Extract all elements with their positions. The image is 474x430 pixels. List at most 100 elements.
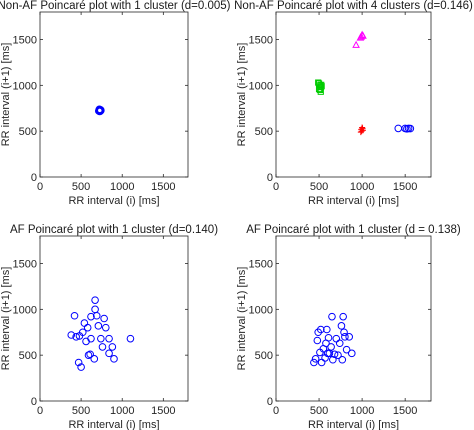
- y-tick-label: 0: [267, 172, 273, 184]
- data-point: [328, 312, 336, 321]
- data-point: [96, 106, 105, 114]
- y-tick-label: 500: [19, 126, 37, 138]
- data-point: [310, 358, 318, 367]
- data-point: [342, 345, 351, 354]
- data-point: [87, 312, 95, 321]
- series-3: [357, 124, 366, 136]
- y-tick-label: 1500: [13, 35, 37, 47]
- data-point: [98, 343, 107, 351]
- plot-area: [275, 11, 432, 178]
- data-point: [108, 343, 117, 351]
- x-tick-label: 0: [273, 181, 279, 193]
- y-tick-label: 500: [255, 350, 273, 362]
- y-tick-label: 1000: [249, 304, 273, 316]
- data-point: [94, 107, 103, 115]
- series-1: [310, 312, 356, 367]
- data-point: [110, 355, 118, 363]
- data-point: [86, 350, 94, 359]
- chart-panel-1: Non-AF Poincaré plot with 1 cluster (d=0…: [0, 0, 231, 207]
- series-1: [315, 79, 325, 95]
- data-point: [92, 311, 101, 320]
- x-tick-label: 0: [37, 405, 43, 417]
- plot-area: [39, 235, 189, 402]
- data-point: [337, 322, 346, 330]
- x-tick-label: 1500: [151, 405, 175, 417]
- data-point: [94, 322, 103, 330]
- data-point: [105, 349, 113, 358]
- y-tick-label: 1500: [249, 35, 273, 47]
- data-point: [100, 314, 108, 323]
- chart-panel-3: AF Poincaré plot with 1 cluster (d=0.140…: [0, 224, 218, 430]
- y-tick-label: 0: [31, 172, 37, 184]
- x-tick-label: 1000: [350, 181, 374, 193]
- series-4: [394, 124, 415, 133]
- plot-area: [275, 235, 432, 402]
- y-axis-label: RR interval (i+1) [ms]: [0, 43, 12, 147]
- data-point: [70, 311, 79, 320]
- x-tick-label: 500: [72, 405, 90, 417]
- data-point: [335, 339, 344, 348]
- chart-title: Non-AF Poincaré plot with 1 cluster (d=0…: [0, 0, 231, 12]
- data-point: [67, 331, 76, 339]
- chart-panel-4: AF Poincaré plot with 1 cluster (d = 0.1…: [236, 224, 461, 430]
- x-axis-label: RR interval (i) [ms]: [68, 419, 159, 430]
- x-tick-label: 1500: [393, 405, 417, 417]
- x-tick-label: 1500: [151, 181, 175, 193]
- x-tick-label: 1000: [350, 405, 374, 417]
- x-tick-label: 0: [37, 181, 43, 193]
- y-tick-label: 0: [267, 396, 273, 408]
- data-point: [340, 328, 348, 337]
- data-point: [339, 312, 347, 321]
- data-point: [358, 128, 365, 135]
- series-1: [94, 105, 105, 116]
- y-tick-label: 1500: [249, 259, 273, 271]
- y-tick-label: 500: [255, 126, 273, 138]
- data-point: [77, 363, 85, 371]
- data-point: [345, 333, 353, 341]
- data-point: [330, 350, 339, 359]
- data-point: [313, 336, 322, 345]
- y-tick-label: 0: [31, 396, 37, 408]
- data-point: [406, 124, 415, 133]
- data-point: [72, 333, 80, 341]
- y-tick-label: 500: [19, 350, 37, 362]
- y-axis-label: RR interval (i+1) [ms]: [236, 43, 248, 147]
- x-tick-label: 1000: [110, 181, 134, 193]
- chart-title: AF Poincaré plot with 1 cluster (d = 0.1…: [246, 224, 461, 236]
- chart-title: Non-AF Poincaré plot with 4 clusters (d=…: [234, 0, 473, 12]
- data-point: [323, 325, 331, 334]
- x-axis-label: RR interval (i) [ms]: [68, 195, 159, 207]
- data-point: [84, 351, 93, 359]
- data-point: [87, 334, 95, 343]
- series-1: [67, 296, 135, 371]
- y-axis-label: RR interval (i+1) [ms]: [0, 267, 12, 371]
- y-tick-label: 1500: [13, 259, 37, 271]
- data-point: [352, 40, 360, 48]
- x-axis-label: RR interval (i) [ms]: [308, 195, 399, 207]
- series-2: [352, 30, 367, 48]
- data-point: [329, 355, 337, 364]
- data-point: [91, 296, 99, 304]
- data-point: [347, 349, 356, 358]
- x-tick-label: 1000: [110, 405, 134, 417]
- data-point: [357, 32, 366, 40]
- x-tick-label: 0: [273, 405, 279, 417]
- y-axis-label: RR interval (i+1) [ms]: [236, 267, 248, 371]
- plot-area: [39, 11, 189, 178]
- x-tick-label: 1500: [393, 181, 417, 193]
- data-point: [338, 355, 347, 364]
- data-point: [101, 323, 110, 332]
- data-point: [357, 129, 364, 136]
- x-tick-label: 500: [310, 181, 328, 193]
- data-point: [327, 343, 335, 351]
- data-point: [318, 81, 325, 88]
- data-point: [97, 334, 105, 343]
- data-point: [105, 334, 113, 343]
- y-tick-label: 1000: [13, 80, 37, 92]
- x-tick-label: 500: [310, 405, 328, 417]
- data-point: [316, 325, 325, 334]
- x-tick-label: 500: [72, 181, 90, 193]
- data-point: [341, 333, 349, 341]
- data-point: [359, 125, 366, 132]
- data-point: [334, 351, 342, 359]
